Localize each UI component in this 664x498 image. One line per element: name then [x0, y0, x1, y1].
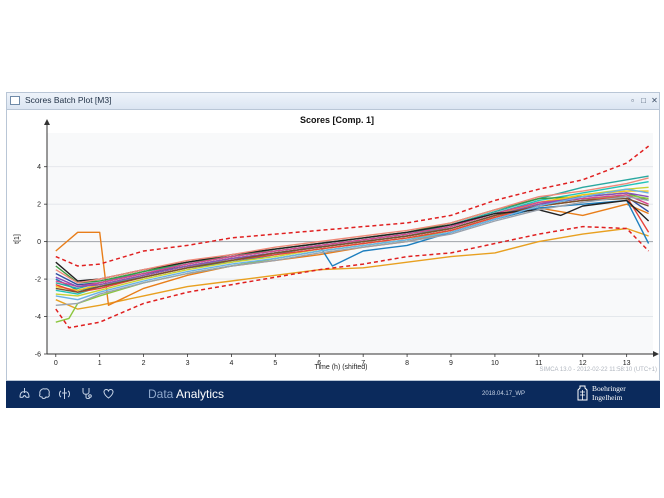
y-tick-label: -2 [35, 277, 41, 284]
batch-series-line [55, 197, 649, 293]
heart-icon [103, 388, 114, 399]
x-tick-label: 13 [623, 360, 631, 367]
brand-part-1: Data [148, 387, 174, 401]
x-tick-label: 11 [535, 360, 542, 367]
y-tick-label: 0 [37, 239, 41, 246]
presentation-footer: Data Analytics 2018.04.17_WP Boehringer … [6, 381, 660, 408]
y-axis-label: t[1] [14, 234, 21, 244]
x-tick-label: 10 [491, 360, 499, 367]
batch-series-line [55, 177, 649, 284]
data-analytics-brand: Data Analytics [148, 387, 224, 401]
scores-batch-plot-window: Scores Batch Plot [M3] ▫ □ ✕ Scores [Com… [6, 92, 660, 381]
brain-icon [39, 388, 50, 399]
lungs-icon [19, 388, 30, 398]
x-tick-label: 5 [273, 360, 277, 367]
x-axis-label: Time (h) (shifted) [314, 364, 367, 371]
window-app-icon [10, 96, 20, 105]
x-tick-label: 1 [98, 360, 102, 367]
batch-series-line [55, 196, 649, 306]
x-tick-label: 6 [317, 360, 321, 367]
footer-date: 2018.04.17_WP [482, 391, 526, 397]
y-axis-arrow [44, 119, 50, 125]
window-title: Scores Batch Plot [M3] [25, 95, 112, 105]
boehringer-logo-icon [577, 385, 588, 401]
y-tick-label: 2 [37, 202, 41, 209]
stethoscope-icon [82, 388, 92, 399]
y-tick-label: -6 [35, 352, 41, 359]
x-tick-label: 8 [405, 360, 409, 367]
y-tick-label: 4 [37, 164, 41, 171]
company-line-2: Ingelheim [592, 392, 623, 402]
minimize-icon[interactable]: ▫ [631, 96, 634, 105]
chart-title: Scores [Comp. 1] [300, 115, 374, 125]
company-name: Boehringer Ingelheim [592, 384, 626, 402]
x-tick-label: 9 [449, 360, 453, 367]
x-tick-label: 12 [579, 360, 587, 367]
batch-series-line [55, 227, 649, 310]
brand-part-2: Analytics [176, 387, 225, 401]
x-tick-label: 4 [229, 360, 233, 367]
y-tick-label: -4 [35, 314, 41, 321]
batch-series-line [55, 188, 649, 301]
x-tick-label: 2 [142, 360, 146, 367]
x-tick-label: 7 [361, 360, 365, 367]
x-tick-label: 3 [186, 360, 190, 367]
control-limit-line [55, 225, 650, 329]
company-line-1: Boehringer [592, 384, 626, 393]
x-tick-label: 0 [54, 360, 58, 367]
close-icon[interactable]: ✕ [651, 96, 658, 105]
x-axis-arrow [653, 351, 659, 357]
maximize-icon[interactable]: □ [641, 96, 646, 105]
software-watermark: SIMCA 13.0 - 2012-02-22 11:58:10 (UTC+1) [540, 367, 657, 373]
scores-chart: Scores [Comp. 1] 0 1 2 3 4 5 6 7 8 9 10 11 12 13-6-4-… [14, 115, 659, 373]
window-titlebar[interactable]: Scores Batch Plot [M3] ▫ □ ✕ [7, 93, 659, 110]
control-limit-line [55, 145, 650, 267]
organs-icon [59, 388, 70, 399]
